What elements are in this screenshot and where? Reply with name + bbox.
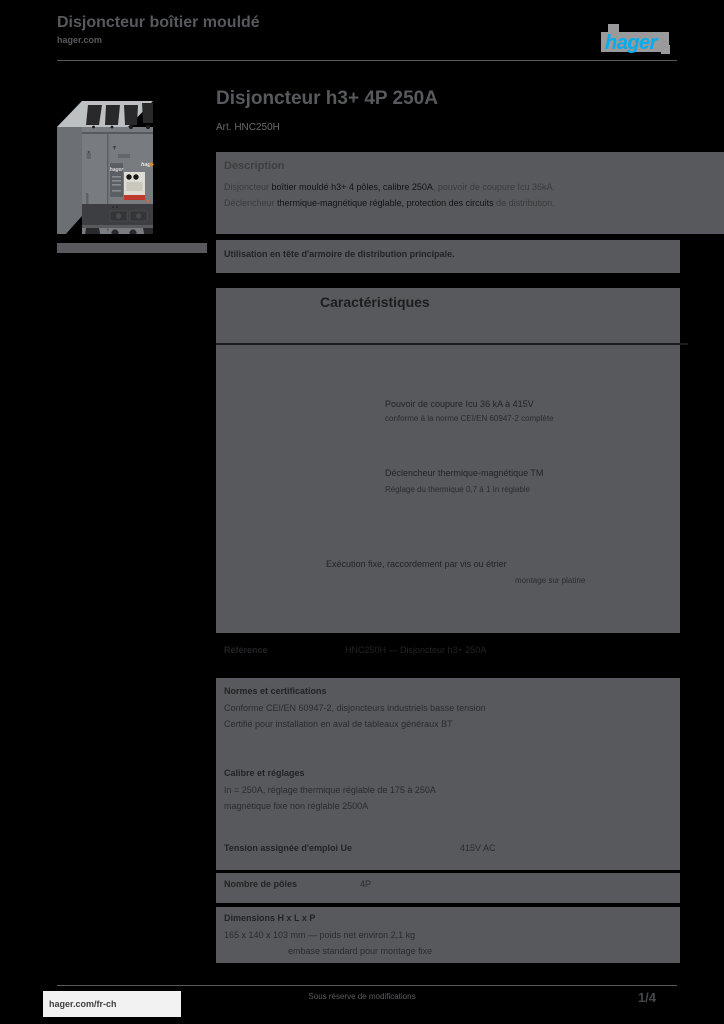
svg-text:hager: hager xyxy=(605,32,659,54)
svg-text:hager: hager xyxy=(110,167,125,173)
